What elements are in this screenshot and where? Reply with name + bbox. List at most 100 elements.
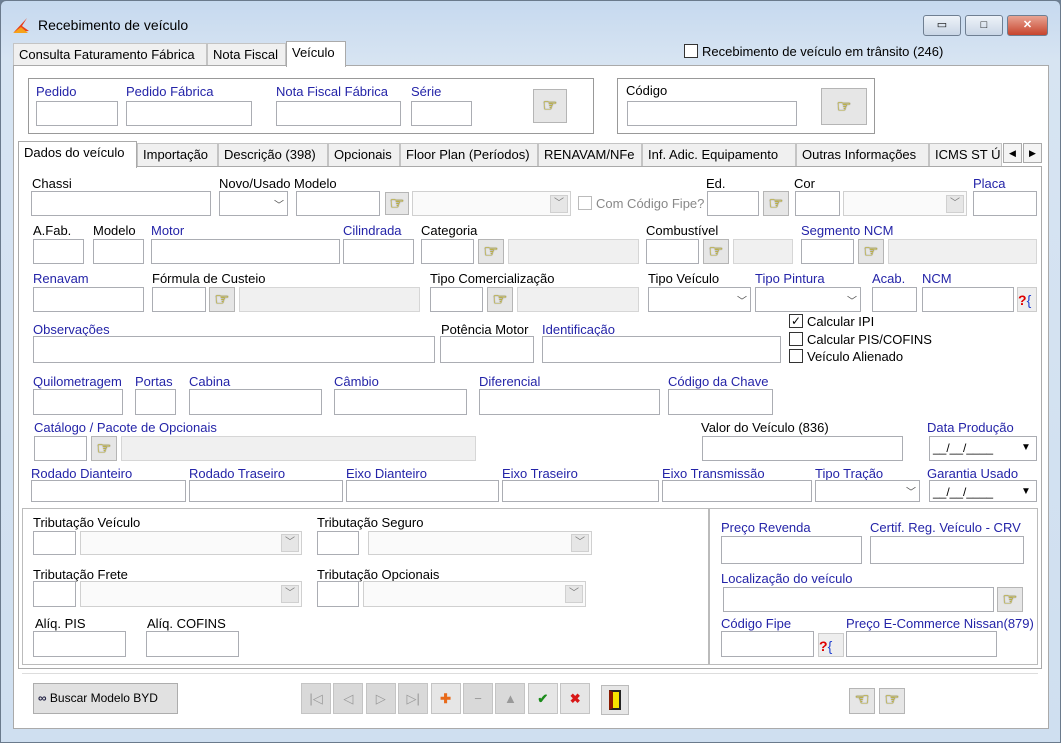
modelo-description-select[interactable]: ﹀: [412, 191, 571, 216]
pedido-fabrica-input[interactable]: [126, 101, 252, 126]
veiculo-alienado-checkbox[interactable]: [789, 349, 803, 363]
tab-icms-st[interactable]: ICMS ST Úl: [929, 143, 1002, 167]
cancel-button[interactable]: ✖: [560, 683, 591, 714]
codigo-fipe-help-button[interactable]: ?{: [818, 633, 844, 657]
tributacao-seguro-description-select[interactable]: ﹀: [368, 531, 592, 555]
tab-floor-plan[interactable]: Floor Plan (Períodos): [400, 143, 538, 167]
ncm-help-button[interactable]: ?{: [1017, 287, 1037, 312]
tab-nota-fiscal[interactable]: Nota Fiscal: [207, 43, 286, 66]
localizacao-lookup-button[interactable]: ☞: [997, 587, 1023, 612]
confirm-button[interactable]: ✔: [527, 683, 558, 714]
cambio-input[interactable]: [334, 389, 467, 415]
eixo-transmissao-input[interactable]: [662, 480, 812, 502]
serie-input[interactable]: [411, 101, 472, 126]
categoria-lookup-button[interactable]: ☞: [478, 239, 504, 264]
tributacao-frete-description-select[interactable]: ﹀: [80, 581, 302, 607]
combustivel-lookup-button[interactable]: ☞: [703, 239, 729, 264]
acabamento-input[interactable]: [872, 287, 917, 312]
exit-door-button[interactable]: [601, 685, 629, 715]
tab-scroll-left-icon[interactable]: ◀: [1003, 143, 1022, 163]
modelo-lookup-button[interactable]: ☞: [385, 192, 409, 215]
add-button[interactable]: ✚: [430, 683, 461, 714]
calcular-ipi-checkbox[interactable]: ✓: [789, 314, 803, 328]
tributacao-veiculo-description-select[interactable]: ﹀: [80, 531, 302, 555]
tab-scroll-right-icon[interactable]: ▶: [1023, 143, 1042, 163]
garantia-usado-date-picker[interactable]: __/__/____ ▼: [929, 480, 1037, 502]
diferencial-input[interactable]: [479, 389, 660, 415]
ed-input[interactable]: [707, 191, 759, 216]
categoria-input[interactable]: [421, 239, 474, 264]
maximize-button[interactable]: □: [965, 15, 1003, 36]
rodado-dianteiro-input[interactable]: [31, 480, 186, 502]
nota-fiscal-fabrica-input[interactable]: [276, 101, 401, 126]
codigo-fipe-input[interactable]: [721, 631, 814, 657]
edit-button[interactable]: ▲: [495, 683, 526, 714]
quilometragem-input[interactable]: [33, 389, 123, 415]
tipo-tracao-select[interactable]: ﹀: [815, 480, 920, 502]
buscar-modelo-button[interactable]: ∞ Buscar Modelo BYD: [33, 683, 178, 714]
com-codigo-fipe-checkbox[interactable]: [578, 196, 592, 210]
tipo-comercializacao-input[interactable]: [430, 287, 483, 312]
previous-hand-button[interactable]: ☞: [849, 688, 875, 714]
modelo-input[interactable]: [296, 191, 380, 216]
tab-consulta-faturamento[interactable]: Consulta Faturamento Fábrica: [13, 43, 207, 66]
delete-button[interactable]: −: [463, 683, 493, 714]
tipo-pintura-select[interactable]: ﹀: [755, 287, 861, 312]
formula-custeio-lookup-button[interactable]: ☞: [209, 287, 235, 312]
next-record-button[interactable]: ▷: [365, 683, 396, 714]
data-producao-date-picker[interactable]: __/__/____ ▼: [929, 436, 1037, 461]
tributacao-opcionais-description-select[interactable]: ﹀: [363, 581, 586, 607]
valor-veiculo-input[interactable]: [702, 436, 903, 461]
tributacao-frete-input[interactable]: [33, 581, 76, 607]
cabina-input[interactable]: [189, 389, 322, 415]
codigo-search-button[interactable]: ☞: [821, 88, 867, 125]
preco-revenda-input[interactable]: [721, 536, 862, 564]
codigo-chave-input[interactable]: [668, 389, 773, 415]
pedido-input[interactable]: [36, 101, 118, 126]
portas-input[interactable]: [135, 389, 176, 415]
novo-usado-select[interactable]: ﹀: [219, 191, 288, 216]
cor-input[interactable]: [795, 191, 840, 216]
placa-input[interactable]: [973, 191, 1037, 216]
tab-renavam-nfe[interactable]: RENAVAM/NFe: [538, 143, 642, 167]
formula-custeio-input[interactable]: [152, 287, 206, 312]
ed-lookup-button[interactable]: ☞: [763, 191, 789, 216]
catalogo-lookup-button[interactable]: ☞: [91, 436, 117, 461]
next-hand-button[interactable]: ☞: [879, 688, 905, 714]
segmento-ncm-input[interactable]: [801, 239, 854, 264]
eixo-traseiro-input[interactable]: [502, 480, 659, 502]
renavam-input[interactable]: [33, 287, 144, 312]
tributacao-veiculo-input[interactable]: [33, 531, 76, 555]
aliq-pis-input[interactable]: [33, 631, 126, 657]
tab-outras-informacoes[interactable]: Outras Informações: [796, 143, 929, 167]
ano-modelo-input[interactable]: [93, 239, 144, 264]
codigo-input[interactable]: [627, 101, 797, 126]
tributacao-opcionais-input[interactable]: [317, 581, 359, 607]
eixo-dianteiro-input[interactable]: [346, 480, 499, 502]
rodado-traseiro-input[interactable]: [189, 480, 343, 502]
ano-fabricacao-input[interactable]: [33, 239, 84, 264]
tab-inf-adic-equipamento[interactable]: Inf. Adic. Equipamento: [642, 143, 796, 167]
certif-crv-input[interactable]: [870, 536, 1024, 564]
tab-dados-veiculo[interactable]: Dados do veículo: [18, 141, 137, 168]
search-button[interactable]: ☞: [533, 89, 567, 123]
motor-input[interactable]: [151, 239, 340, 264]
observacoes-input[interactable]: [33, 336, 435, 363]
last-record-button[interactable]: ▷|: [398, 683, 429, 714]
tab-veiculo[interactable]: Veículo: [286, 41, 346, 67]
aliq-cofins-input[interactable]: [146, 631, 239, 657]
chassi-input[interactable]: [31, 191, 211, 216]
previous-record-button[interactable]: ◁: [333, 683, 364, 714]
cor-description-select[interactable]: ﹀: [843, 191, 967, 216]
tab-importacao[interactable]: Importação: [137, 143, 218, 167]
catalogo-input[interactable]: [34, 436, 87, 461]
potencia-motor-input[interactable]: [440, 336, 534, 363]
tipo-comercializacao-lookup-button[interactable]: ☞: [487, 287, 513, 312]
localizacao-input[interactable]: [723, 587, 994, 612]
tab-opcionais[interactable]: Opcionais: [328, 143, 400, 167]
close-button[interactable]: ✕: [1007, 15, 1048, 36]
combustivel-input[interactable]: [646, 239, 699, 264]
tributacao-seguro-input[interactable]: [317, 531, 359, 555]
transit-checkbox[interactable]: [684, 44, 698, 58]
cilindrada-input[interactable]: [343, 239, 414, 264]
